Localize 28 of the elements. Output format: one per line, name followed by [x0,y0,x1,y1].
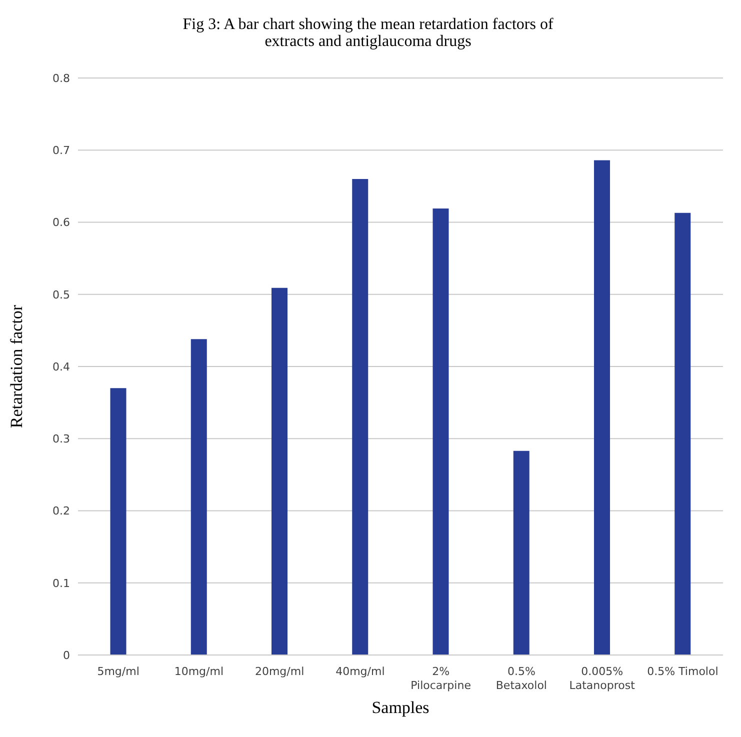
chart-title: Fig 3: A bar chart showing the mean retardation factors of extracts and antiglaucoma drugs [182,16,554,50]
bar [190,339,207,655]
bar [352,178,368,655]
x-tick-label: 0.5% Timolol [647,665,718,678]
x-tick-label: 20mg/ml [254,665,304,678]
y-tick-label: 0.3 [52,432,70,446]
y-tick-label: 0.2 [52,504,70,518]
x-tick-label: 10mg/ml [174,665,224,678]
x-tick-label: 2% Pilocarpine [410,665,472,692]
x-tick-label: 0.005% Latanoprost [569,665,636,692]
bar [513,450,530,655]
bar [674,212,691,655]
x-axis-title: Samples [372,698,430,717]
y-tick-label: 0.1 [52,576,70,590]
y-tick-label: 0.6 [52,216,70,230]
bar [594,160,610,655]
x-tick-label: 0.5% Betaxolol [496,665,547,692]
y-tick-label: 0.7 [52,144,70,158]
bar [432,208,449,655]
bar [110,388,126,655]
bar [272,288,288,655]
y-axis-title: Retardation factor [7,304,26,428]
y-tick-label: 0.8 [52,72,70,85]
y-tick-label: 0 [63,648,70,662]
y-tick-label: 0.5 [52,288,70,302]
x-tick-label: 5mg/ml [97,665,140,678]
y-tick-label: 0.4 [52,360,70,374]
x-tick-label: 40mg/ml [336,665,385,678]
